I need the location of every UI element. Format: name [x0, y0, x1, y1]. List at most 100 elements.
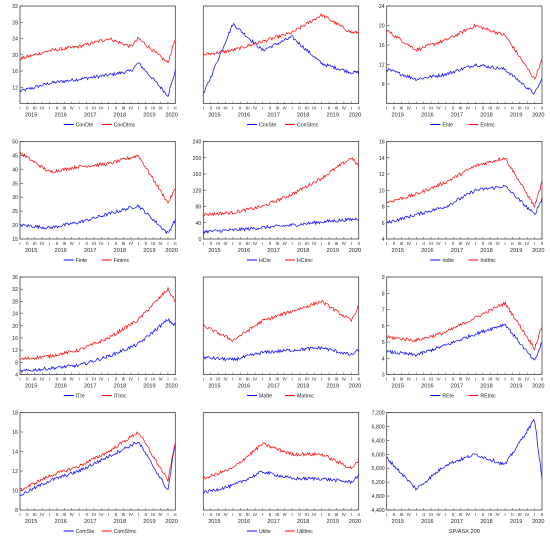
y-tick-label: 5,200 [372, 480, 385, 486]
quarter-label: I [167, 241, 168, 246]
y-tick-label: 200 [193, 156, 202, 162]
y-tick-label: 16 [12, 69, 18, 75]
quarter-label: IV [129, 377, 133, 382]
y-tick-label: 25 [12, 209, 18, 215]
quarter-label: III [216, 512, 220, 517]
quarter-label: II [239, 241, 241, 246]
quarter-label: II [393, 241, 395, 246]
series-line-ITImc [19, 286, 176, 361]
y-tick-label: 9 [382, 275, 385, 281]
year-label: 2017 [267, 384, 279, 390]
y-tick-label: 4 [15, 373, 18, 379]
year-label: 2019 [327, 384, 339, 390]
y-tick-label: 8 [15, 508, 18, 514]
quarter-label: II [56, 106, 58, 111]
year-label: 2017 [267, 519, 279, 525]
quarter-label: II [298, 241, 300, 246]
quarter-label: IV [158, 106, 162, 111]
quarter-label: I [19, 106, 20, 111]
quarter-label: III [429, 106, 433, 111]
quarter-label: III [305, 241, 309, 246]
y-tick-label: 8 [382, 82, 385, 88]
quarter-label: IV [129, 512, 133, 517]
quarter-label: II [85, 512, 87, 517]
quarter-label: II [56, 241, 58, 246]
quarter-label: IV [158, 241, 162, 246]
year-label: 2019 [510, 113, 522, 119]
y-tick-label: 45 [12, 153, 18, 159]
quarter-label: I [386, 512, 387, 517]
quarter-label: III [151, 241, 155, 246]
year-label: 2017 [451, 519, 463, 525]
quarter-label: II [269, 106, 271, 111]
y-tick-label: 0 [198, 237, 201, 243]
series-line-Matte [203, 345, 359, 362]
quarter-label: II [269, 512, 271, 517]
y-tick-label: 16 [379, 43, 385, 49]
quarter-label: I [291, 512, 292, 517]
quarter-label: II [452, 241, 454, 246]
series-line-HCImc [203, 156, 359, 217]
quarter-label: III [459, 512, 463, 517]
quarter-label: IV [283, 241, 287, 246]
quarter-label: II [26, 377, 28, 382]
quarter-label: III [518, 241, 522, 246]
plot-frame [19, 276, 176, 375]
plot-frame [386, 412, 543, 511]
quarter-label: I [504, 241, 505, 246]
quarter-label: II [422, 377, 424, 382]
quarter-label: II [357, 241, 359, 246]
quarter-label: I [203, 512, 204, 517]
year-label: 2020 [349, 248, 361, 254]
quarter-label: II [422, 512, 424, 517]
quarter-label: IV [223, 106, 227, 111]
y-tick-label: 6 [382, 221, 385, 227]
legend-label: FinImc [114, 258, 130, 264]
year-label: 2016 [421, 248, 433, 254]
quarter-label: III [151, 106, 155, 111]
plot-frame [202, 412, 360, 511]
year-label: 2015 [25, 248, 37, 254]
year-label: 2020 [532, 519, 544, 525]
series-line-Ente [386, 62, 543, 95]
quarter-label: IV [525, 377, 529, 382]
quarter-label: IV [312, 512, 316, 517]
series-line-Finte [19, 204, 176, 235]
quarter-label: I [19, 512, 20, 517]
quarter-label: IV [342, 512, 346, 517]
quarter-label: III [63, 241, 67, 246]
quarter-label: III [518, 512, 522, 517]
year-label: 2018 [114, 113, 126, 119]
year-label: 2015 [25, 384, 37, 390]
quarter-label: IV [436, 377, 440, 382]
y-tick-label: 6,000 [372, 452, 385, 458]
year-label: 2016 [54, 519, 66, 525]
series-line-FinImc [19, 150, 176, 204]
plot-frame [386, 276, 543, 375]
quarter-label: II [452, 377, 454, 382]
quarter-label: I [416, 512, 417, 517]
plot-frame [202, 276, 360, 375]
quarter-label: I [321, 241, 322, 246]
year-label: 2020 [532, 384, 544, 390]
quarter-label: III [335, 377, 339, 382]
year-label: 2016 [421, 519, 433, 525]
quarter-label: IV [129, 241, 133, 246]
series-line-ConSte [203, 22, 360, 94]
y-tick-label: 12 [12, 469, 18, 475]
quarter-label: IV [40, 512, 44, 517]
quarter-label: IV [342, 241, 346, 246]
y-tick-label: 10 [12, 489, 18, 495]
quarter-label: III [275, 512, 279, 517]
quarter-label: III [429, 512, 433, 517]
quarter-label: III [275, 241, 279, 246]
quarter-label: IV [40, 106, 44, 111]
quarter-label: III [246, 512, 250, 517]
quarter-label: I [321, 377, 322, 382]
quarter-label: IV [99, 241, 103, 246]
quarter-label: III [400, 512, 404, 517]
quarter-label: IV [158, 377, 162, 382]
quarter-label: I [232, 106, 233, 111]
quarter-label: IV [436, 512, 440, 517]
